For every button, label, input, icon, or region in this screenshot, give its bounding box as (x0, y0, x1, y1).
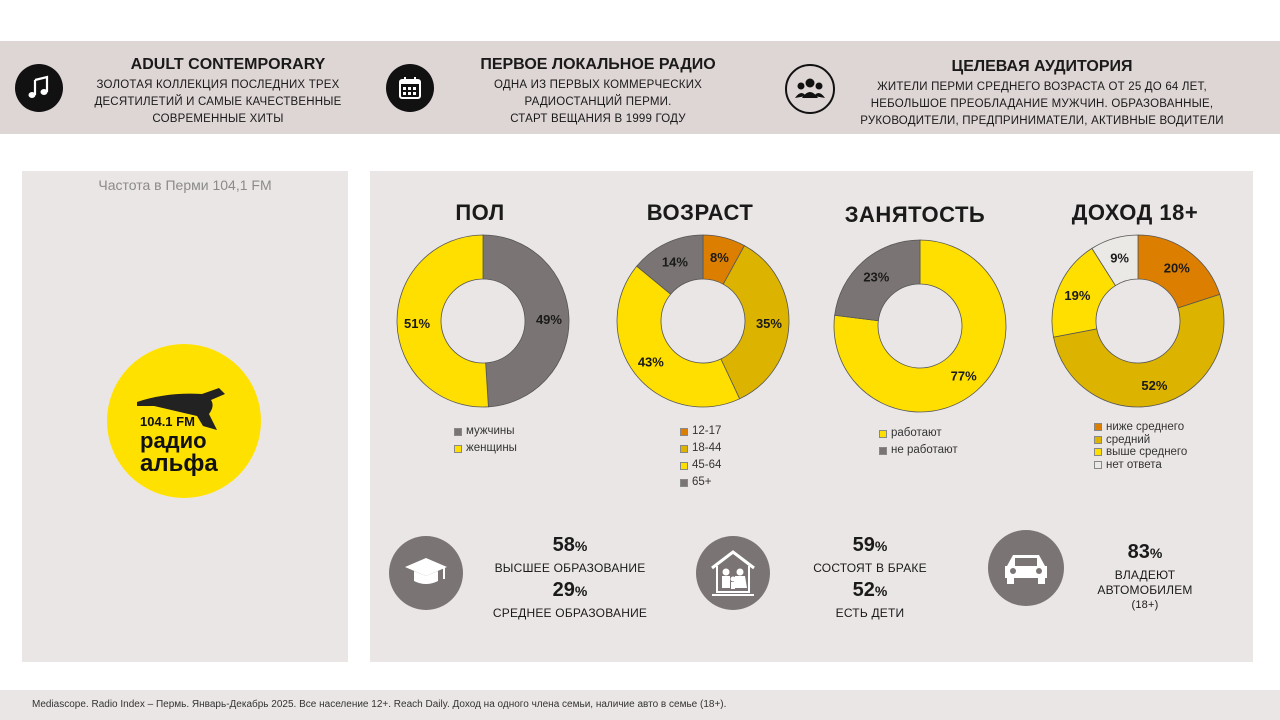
header-title-2: ПЕРВОЕ ЛОКАЛЬНОЕ РАДИО (480, 56, 716, 73)
legend-item: не работают (879, 442, 958, 459)
station-panel: Частота в Перми 104,1 FM 104.1 FM радио … (22, 171, 348, 662)
legend-item: 12-17 (680, 423, 721, 440)
radio-alfa-logo: 104.1 FM радио альфа (107, 344, 261, 498)
footer-source-text: Mediascope. Radio Index – Пермь. Январь-… (32, 699, 727, 710)
data-label: 23% (863, 269, 889, 284)
legend-item: 65+ (680, 474, 721, 491)
stat-car-owners-label: ВЛАДЕЮТ АВТОМОБИЛЕМ (18+) (1097, 568, 1193, 611)
legend-gender: мужчины женщины (454, 423, 517, 457)
legend-employment: работают не работают (879, 425, 958, 459)
legend-item: 45-64 (680, 457, 721, 474)
header-text-1: ЗОЛОТАЯ КОЛЛЕКЦИЯ ПОСЛЕДНИХ ТРЕХ ДЕСЯТИЛ… (94, 79, 342, 125)
header-title-3: ЦЕЛЕВАЯ АУДИТОРИЯ (951, 58, 1133, 75)
header-title-1: ADULT CONTEMPORARY (130, 56, 326, 73)
music-note-icon (15, 64, 63, 112)
chart-title-gender: ПОЛ (455, 200, 505, 225)
donut-slice (482, 234, 570, 408)
legend-item: нет ответа (1094, 459, 1187, 472)
legend-item: средний (1094, 434, 1187, 447)
data-label: 20% (1164, 261, 1190, 276)
data-label: 77% (951, 369, 977, 384)
stat-secondary-education-label: СРЕДНЕЕ ОБРАЗОВАНИЕ (492, 606, 648, 620)
graduation-cap-icon (389, 536, 463, 610)
stat-secondary-education-value: 29% (552, 579, 588, 601)
stat-children-value: 52% (852, 579, 888, 601)
stat-married-value: 59% (852, 534, 888, 556)
data-label: 19% (1064, 288, 1090, 303)
chart-title-age: ВОЗРАСТ (646, 200, 754, 225)
chart-title-income: ДОХОД 18+ (1071, 200, 1199, 225)
legend-item: 18-44 (680, 440, 721, 457)
header-band: ADULT CONTEMPORARY ЗОЛОТАЯ КОЛЛЕКЦИЯ ПОС… (0, 41, 1280, 134)
stat-children-label: ЕСТЬ ДЕТИ (835, 606, 905, 620)
data-label: 49% (536, 312, 562, 327)
data-label: 8% (710, 250, 729, 265)
donut-slice (720, 245, 790, 400)
donut-slice (616, 265, 741, 408)
donut-slice (636, 234, 704, 295)
legend-income: ниже среднего средний выше среднего нет … (1094, 421, 1187, 471)
audience-icon (785, 64, 835, 114)
donut-slice (833, 239, 1007, 413)
data-label: 9% (1110, 251, 1129, 266)
donut-slice (1091, 234, 1139, 287)
donut-slice (834, 239, 921, 322)
svg-text:радио: радио (140, 428, 207, 453)
legend-age: 12-17 18-44 45-64 65+ (680, 423, 721, 491)
frequency-text: Частота в Перми 104,1 FM (98, 177, 272, 193)
stat-higher-education-label: ВЫСШЕЕ ОБРАЗОВАНИЕ (494, 561, 646, 575)
svg-text:104.1 FM: 104.1 FM (140, 414, 195, 429)
svg-text:альфа: альфа (140, 450, 218, 477)
car-icon (988, 530, 1064, 606)
calendar-icon (386, 64, 434, 112)
data-label: 51% (404, 316, 430, 331)
donut-slice (1053, 293, 1225, 408)
stat-higher-education-value: 58% (552, 534, 588, 556)
legend-item: мужчины (454, 423, 517, 440)
data-label: 52% (1141, 378, 1167, 393)
data-label: 14% (662, 254, 688, 269)
legend-item: женщины (454, 440, 517, 457)
demographics-panel: ПОЛ ВОЗРАСТ ЗАНЯТОСТЬ ДОХОД 18+ 49% 51% 8%… (370, 171, 1253, 662)
data-label: 43% (638, 354, 664, 369)
legend-item: выше среднего (1094, 446, 1187, 459)
data-label: 35% (756, 316, 782, 331)
chart-title-employment: ЗАНЯТОСТЬ (844, 202, 986, 227)
footer: Mediascope. Radio Index – Пермь. Январь-… (0, 690, 1280, 720)
donut-slice (396, 234, 489, 408)
header-text-3: ЖИТЕЛИ ПЕРМИ СРЕДНЕГО ВОЗРАСТА ОТ 25 ДО … (860, 81, 1224, 127)
legend-item: работают (879, 425, 958, 442)
donut-charts: 49% 51% 8% 35% 43% 14% 77% 23% 20% 52% 19% 9% (396, 234, 1225, 413)
family-house-icon (696, 536, 770, 610)
header-text-2: ОДНА ИЗ ПЕРВЫХ КОММЕРЧЕСКИХ РАДИОСТАНЦИЙ… (493, 79, 703, 125)
stat-married-label: СОСТОЯТ В БРАКЕ (813, 561, 927, 575)
stat-car-owners-value: 83% (1127, 541, 1163, 563)
legend-item: ниже среднего (1094, 421, 1187, 434)
